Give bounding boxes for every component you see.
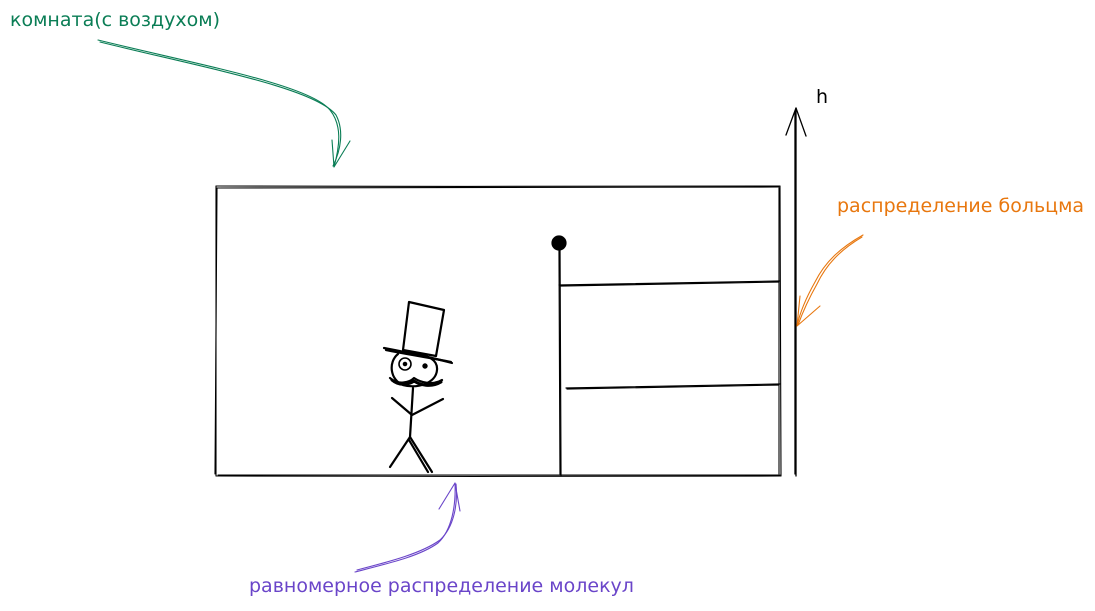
- arms: [390, 396, 445, 417]
- room-arrow: [97, 39, 351, 168]
- monocle: [398, 357, 412, 371]
- pole: [559, 244, 562, 477]
- gentleman-figure: [382, 300, 454, 474]
- body: [408, 386, 415, 439]
- pole-ball: [551, 235, 567, 251]
- distribution-structure: [551, 235, 781, 477]
- height-axis-label: h: [816, 86, 829, 108]
- height-axis: [785, 107, 807, 477]
- uniform-arrow: [354, 482, 461, 573]
- upper-shelf: [558, 280, 781, 286]
- room-label: комната(с воздухом): [10, 9, 221, 31]
- boltzmann-arrow: [796, 234, 864, 327]
- room-box: [214, 185, 782, 477]
- legs: [388, 435, 434, 474]
- boltzmann-distribution-label: распределение больцма: [837, 195, 1085, 217]
- uniform-distribution-label: равномерное распределение молекул: [249, 575, 634, 597]
- height-axis-arrowhead: [785, 107, 807, 137]
- eye: [422, 363, 428, 369]
- lower-shelf: [565, 383, 781, 389]
- top-hat: [401, 300, 446, 358]
